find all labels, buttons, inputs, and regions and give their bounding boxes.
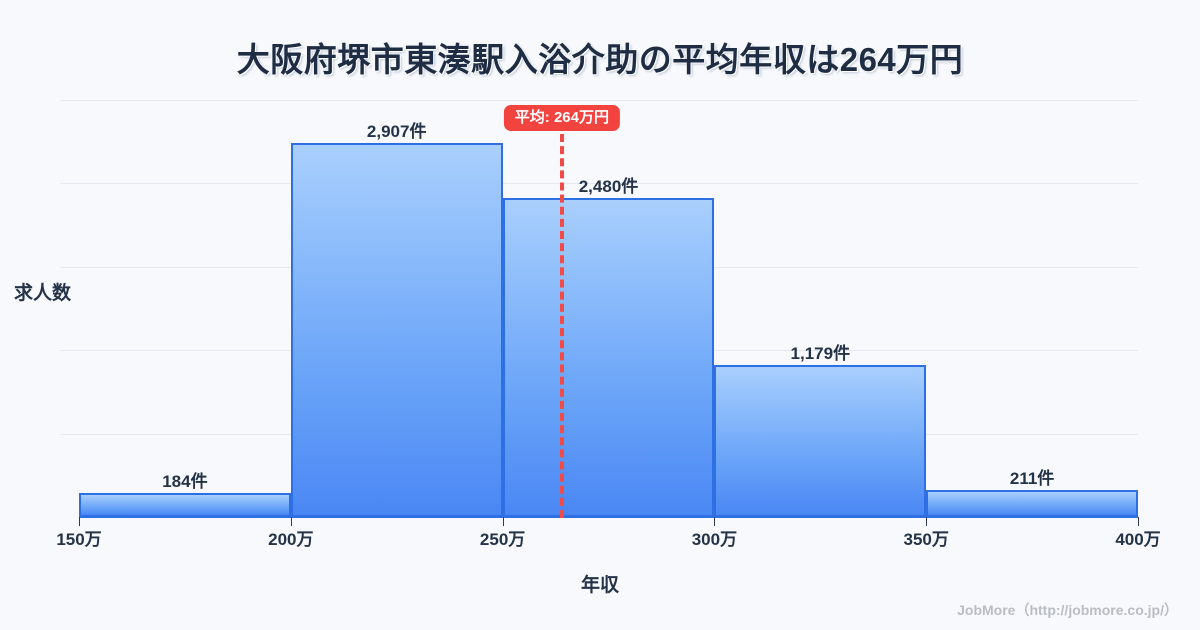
footer-credit: JobMore（http://jobmore.co.jp/） [957,602,1178,618]
average-line-indicator [559,134,564,518]
x-axis-tick-label: 350万 [903,530,949,549]
bar[interactable] [290,142,503,517]
bar-value-label: 211件 [1009,468,1055,488]
bar[interactable] [79,493,291,517]
y-axis-title: 求人数 [14,283,72,304]
chart-title: 大阪府堺市東湊駅入浴介助の平均年収は264万円 [236,41,964,78]
x-axis-tick-mark [926,517,928,526]
gridline [60,100,1138,101]
bar[interactable] [714,365,927,517]
bar[interactable] [926,489,1138,517]
x-axis-baseline [79,516,1138,518]
bar-value-label: 1,179件 [790,344,851,364]
x-axis-tick-mark [714,517,716,526]
x-axis-tick-mark [79,517,80,526]
average-badge: 平均: 264万円 [503,105,620,131]
x-axis-tick-label: 200万 [268,530,314,549]
x-axis-tick-mark [1138,517,1139,526]
bar-value-label: 2,907件 [366,121,427,141]
x-axis-tick-mark [502,517,504,526]
gridline [60,183,1138,184]
x-axis-tick-label: 150万 [56,530,102,549]
bar-value-label: 2,480件 [578,176,639,196]
bars-layer [79,100,1138,517]
bar-value-label: 184件 [162,472,208,492]
x-axis-tick-label: 300万 [691,530,738,549]
x-axis-title: 年収 [580,575,619,596]
bar[interactable] [502,197,715,517]
x-axis-tick-label: 250万 [479,530,526,549]
x-axis-tick-mark [290,517,292,526]
x-axis-tick-label: 400万 [1115,530,1161,549]
plot-area [60,100,1138,517]
